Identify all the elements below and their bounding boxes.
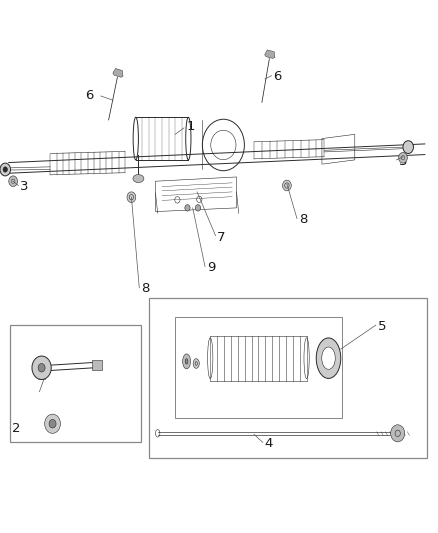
Text: 6: 6 [273, 70, 282, 83]
Circle shape [49, 419, 56, 428]
Ellipse shape [316, 338, 341, 378]
Circle shape [9, 176, 18, 187]
Circle shape [3, 167, 7, 172]
Ellipse shape [133, 175, 144, 183]
Text: 3: 3 [20, 180, 28, 193]
Circle shape [195, 205, 201, 211]
Text: 5: 5 [378, 320, 386, 333]
Circle shape [399, 152, 407, 163]
Text: 3: 3 [399, 155, 407, 168]
Text: 4: 4 [265, 437, 273, 450]
Circle shape [185, 205, 190, 211]
Text: 8: 8 [141, 282, 149, 295]
Circle shape [127, 192, 136, 203]
Bar [175, 317, 342, 418]
Text: 8: 8 [299, 213, 307, 226]
Circle shape [283, 180, 291, 191]
Circle shape [45, 414, 60, 433]
Text: 1: 1 [186, 120, 194, 133]
Ellipse shape [193, 359, 199, 368]
Bar [10, 325, 141, 442]
Circle shape [403, 141, 413, 154]
Polygon shape [92, 360, 102, 370]
Circle shape [38, 364, 45, 372]
Ellipse shape [185, 359, 188, 364]
Text: 2: 2 [12, 422, 21, 435]
Text: 9: 9 [207, 261, 215, 274]
Ellipse shape [183, 354, 191, 369]
Text: 7: 7 [217, 231, 225, 244]
Text: 6: 6 [85, 90, 94, 102]
Bar [149, 298, 427, 458]
Polygon shape [113, 69, 123, 77]
Polygon shape [265, 50, 275, 59]
Circle shape [32, 356, 51, 379]
Circle shape [391, 425, 405, 442]
Circle shape [0, 163, 11, 176]
Ellipse shape [322, 347, 335, 369]
